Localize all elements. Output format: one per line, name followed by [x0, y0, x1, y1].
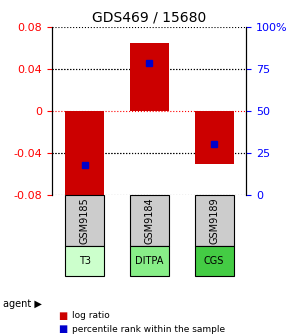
Title: GDS469 / 15680: GDS469 / 15680 — [92, 10, 206, 24]
Text: DITPA: DITPA — [135, 256, 164, 266]
Text: GSM9189: GSM9189 — [209, 198, 219, 244]
FancyBboxPatch shape — [130, 246, 169, 276]
Bar — [195, 111, 233, 164]
Text: CGS: CGS — [204, 256, 224, 266]
Text: ■: ■ — [58, 311, 67, 321]
Text: ■: ■ — [58, 324, 67, 334]
FancyBboxPatch shape — [65, 246, 104, 276]
Text: agent ▶: agent ▶ — [3, 299, 42, 309]
Bar — [65, 111, 104, 201]
FancyBboxPatch shape — [195, 196, 233, 246]
FancyBboxPatch shape — [130, 196, 169, 246]
Text: GSM9184: GSM9184 — [144, 198, 154, 244]
Bar — [130, 43, 169, 111]
Text: log ratio: log ratio — [72, 311, 110, 320]
Text: percentile rank within the sample: percentile rank within the sample — [72, 325, 226, 334]
Text: T3: T3 — [79, 256, 90, 266]
FancyBboxPatch shape — [65, 196, 104, 246]
Text: GSM9185: GSM9185 — [79, 197, 90, 244]
FancyBboxPatch shape — [195, 246, 233, 276]
